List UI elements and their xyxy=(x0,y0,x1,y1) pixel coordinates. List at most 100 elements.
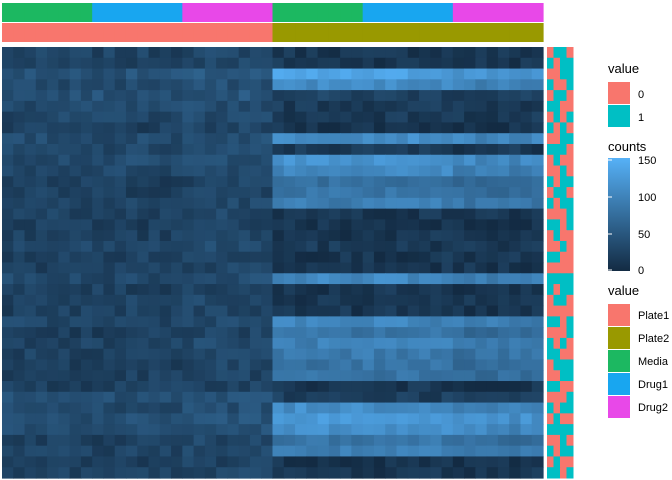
heatmap-cell xyxy=(430,413,443,425)
heatmap-cell xyxy=(216,79,229,91)
heatmap-cell xyxy=(249,219,262,231)
heatmap-cell xyxy=(13,348,26,361)
row-annotation-cell xyxy=(547,111,554,123)
heatmap-cell xyxy=(441,424,454,436)
heatmap-cell xyxy=(261,57,274,70)
heatmap-cell xyxy=(531,391,544,404)
heatmap-cell xyxy=(137,79,150,91)
heatmap-cell xyxy=(92,176,105,188)
heatmap-cell xyxy=(520,133,533,145)
heatmap-cell xyxy=(80,294,93,307)
row-annotation-cell xyxy=(553,284,561,296)
heatmap-cell xyxy=(47,391,59,404)
heatmap-cell xyxy=(306,402,319,414)
heatmap-cell xyxy=(13,445,26,458)
heatmap-cell xyxy=(340,100,352,113)
heatmap-cell xyxy=(441,327,454,339)
heatmap-cell xyxy=(216,176,229,188)
heatmap-cell xyxy=(362,165,375,177)
heatmap-cell xyxy=(47,337,59,350)
row-annotation-cell xyxy=(560,133,567,145)
heatmap-cell xyxy=(340,467,352,479)
heatmap-cell xyxy=(182,391,195,404)
heatmap-cell xyxy=(24,434,37,447)
column-annotation-treatment-cell xyxy=(159,3,172,22)
heatmap-cell xyxy=(396,90,409,102)
heatmap-cell xyxy=(69,208,82,221)
heatmap-cell xyxy=(362,413,375,425)
heatmap-cell xyxy=(486,219,499,231)
heatmap-cell xyxy=(351,187,364,199)
heatmap-cell xyxy=(92,337,105,350)
heatmap-cell xyxy=(103,413,116,425)
column-annotation-plate-cell xyxy=(396,23,409,42)
row-annotation-cell xyxy=(547,359,554,371)
row-annotation-cell xyxy=(560,262,567,274)
heatmap-cell xyxy=(204,251,217,264)
heatmap-cell xyxy=(441,445,454,458)
heatmap-cell xyxy=(114,197,127,210)
heatmap-cell xyxy=(137,381,150,393)
heatmap-cell xyxy=(373,337,386,350)
heatmap-cell xyxy=(430,456,443,468)
heatmap-cell xyxy=(114,456,127,468)
heatmap-cell xyxy=(92,402,105,414)
row-annotation-cell xyxy=(553,424,561,436)
heatmap-cell xyxy=(148,111,161,124)
heatmap-cell xyxy=(193,187,206,199)
heatmap-cell xyxy=(35,68,48,80)
heatmap-cell xyxy=(47,165,59,177)
heatmap-cell xyxy=(159,57,172,70)
heatmap-cell xyxy=(272,154,285,167)
heatmap-cell xyxy=(69,187,82,199)
heatmap-cell xyxy=(520,273,533,285)
heatmap-cell xyxy=(137,284,150,296)
heatmap-cell xyxy=(464,143,476,156)
heatmap-cell xyxy=(328,467,341,479)
heatmap-cell xyxy=(69,424,82,436)
heatmap-cell xyxy=(351,359,364,371)
heatmap-cell xyxy=(249,391,262,404)
row-annotation-cell xyxy=(560,176,567,188)
heatmap-cell xyxy=(531,424,544,436)
heatmap-cell xyxy=(452,305,465,317)
heatmap-cell xyxy=(317,391,330,404)
heatmap-cell xyxy=(13,284,26,296)
heatmap-cell xyxy=(171,424,183,436)
heatmap-cell xyxy=(80,100,93,113)
heatmap-cell xyxy=(114,122,127,134)
column-annotation-treatment-cell xyxy=(171,3,183,22)
heatmap-cell xyxy=(340,434,352,447)
heatmap-cell xyxy=(137,240,150,253)
heatmap-cell xyxy=(193,316,206,328)
heatmap-cell xyxy=(47,111,59,124)
heatmap-cell xyxy=(114,154,127,167)
row-annotation-cell xyxy=(547,240,554,253)
heatmap-cell xyxy=(317,79,330,91)
heatmap-cell xyxy=(47,57,59,70)
heatmap-cell xyxy=(227,305,240,317)
heatmap-cell xyxy=(385,133,398,145)
heatmap-cell xyxy=(486,100,499,113)
heatmap-cell xyxy=(69,154,82,167)
heatmap-cell xyxy=(419,122,431,134)
column-annotation-treatment-cell xyxy=(464,3,476,22)
heatmap-cell xyxy=(159,381,172,393)
heatmap-cell xyxy=(272,467,285,479)
heatmap-cell xyxy=(441,122,454,134)
heatmap-cell xyxy=(227,381,240,393)
heatmap-cell xyxy=(283,262,296,274)
row-annotation-cell xyxy=(547,456,554,468)
heatmap-cell xyxy=(92,424,105,436)
heatmap-cell xyxy=(340,305,352,317)
heatmap-cell xyxy=(407,251,420,264)
heatmap-cell xyxy=(283,316,296,328)
heatmap-cell xyxy=(509,187,522,199)
heatmap-cell xyxy=(125,219,138,231)
heatmap-cell xyxy=(159,273,172,285)
heatmap-cell xyxy=(373,284,386,296)
heatmap-cell xyxy=(475,154,488,167)
heatmap-cell xyxy=(125,316,138,328)
legend-label-plate1: Plate1 xyxy=(638,310,669,322)
heatmap-cell xyxy=(137,154,150,167)
